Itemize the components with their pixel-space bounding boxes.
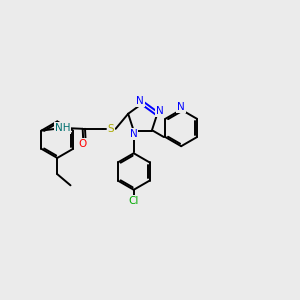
- Text: N: N: [136, 96, 144, 106]
- Text: N: N: [177, 102, 185, 112]
- Text: N: N: [130, 129, 138, 139]
- Text: N: N: [156, 106, 164, 116]
- Text: O: O: [78, 139, 86, 149]
- Text: Cl: Cl: [128, 196, 139, 206]
- Text: NH: NH: [55, 123, 70, 133]
- Text: S: S: [108, 124, 114, 134]
